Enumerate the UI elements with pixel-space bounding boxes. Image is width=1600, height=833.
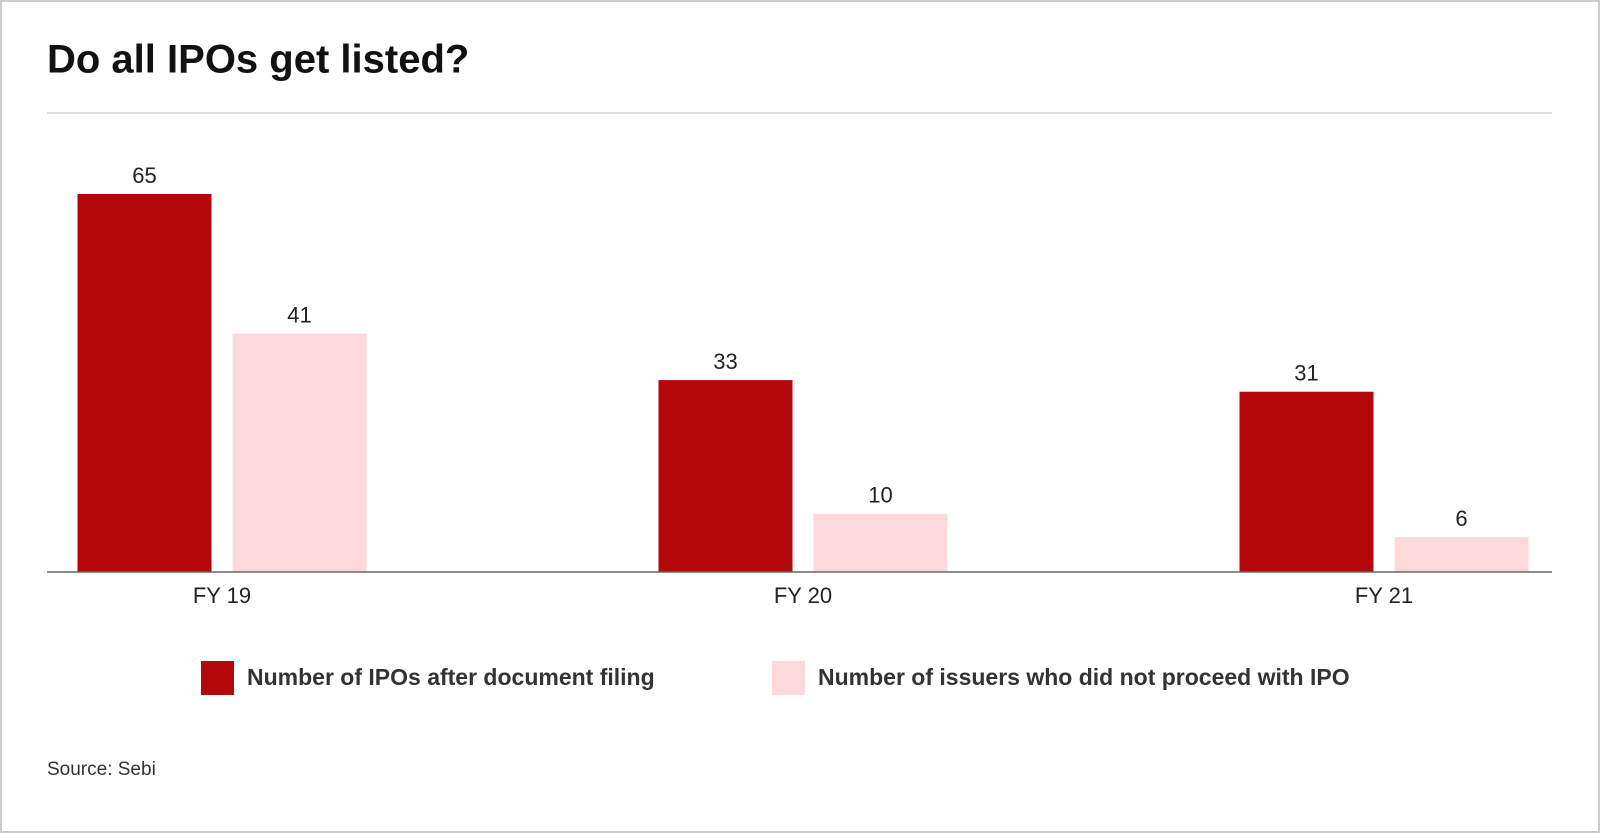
- value-label: 31: [1294, 361, 1318, 386]
- value-label: 65: [132, 163, 156, 188]
- bar: [1239, 391, 1374, 572]
- legend-label: Number of issuers who did not proceed wi…: [818, 664, 1350, 690]
- x-tick-label: FY 19: [193, 583, 251, 608]
- bar: [813, 513, 948, 572]
- bar: [1394, 537, 1529, 572]
- chart-title: Do all IPOs get listed?: [47, 38, 469, 82]
- value-label: 10: [868, 483, 892, 508]
- value-label: 33: [713, 349, 737, 374]
- legend-label: Number of IPOs after document filing: [247, 664, 655, 690]
- x-tick-label: FY 20: [774, 583, 832, 608]
- bar: [232, 333, 367, 572]
- bar: [658, 380, 793, 572]
- source: Source: Sebi: [47, 759, 156, 780]
- x-tick-label: FY 21: [1355, 583, 1413, 608]
- value-label: 6: [1455, 506, 1467, 531]
- legend-swatch: [201, 661, 234, 695]
- legend-swatch: [772, 661, 805, 695]
- value-label: 41: [287, 302, 311, 327]
- bar: [77, 194, 212, 572]
